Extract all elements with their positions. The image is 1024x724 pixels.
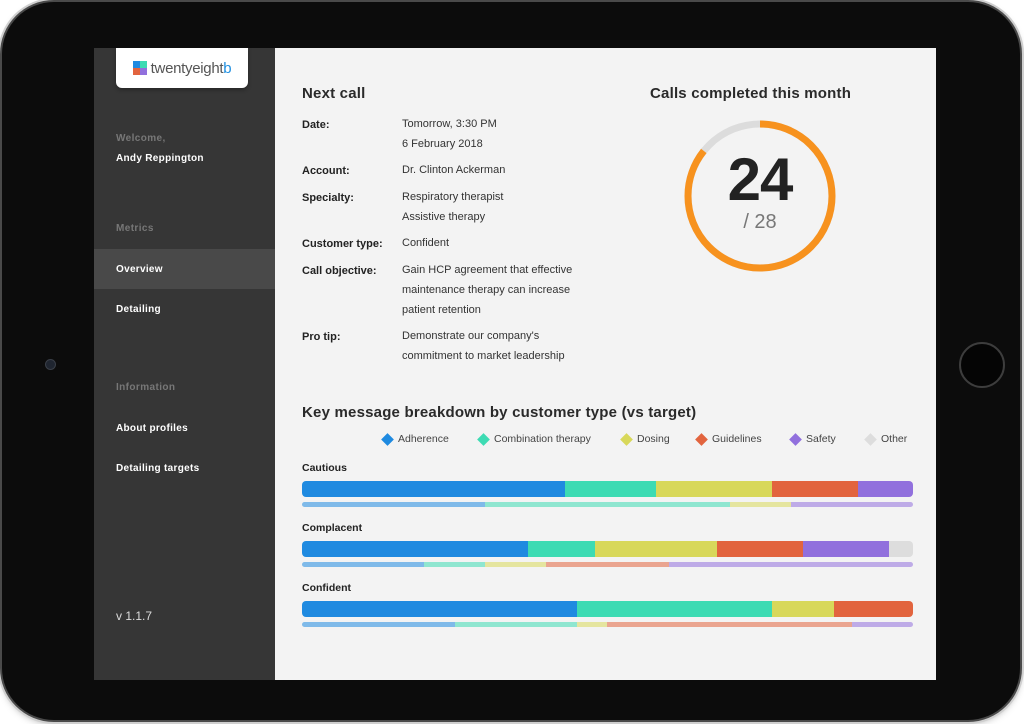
row-label-confident: Confident bbox=[302, 582, 351, 594]
welcome-label: Welcome, bbox=[116, 133, 166, 144]
segment-safety[interactable] bbox=[668, 562, 913, 567]
calls-total: / 28 bbox=[743, 211, 777, 233]
segment-safety[interactable] bbox=[790, 502, 913, 507]
legend-item-guidelines: Guidelines bbox=[695, 432, 762, 446]
metrics-heading: Metrics bbox=[116, 223, 154, 234]
segment-dosing[interactable] bbox=[656, 481, 773, 497]
legend-item-safety: Safety bbox=[789, 432, 836, 446]
gauge-progress bbox=[684, 120, 836, 272]
row-label-complacent: Complacent bbox=[302, 522, 363, 534]
segment-combination-therapy[interactable] bbox=[424, 562, 486, 567]
segment-guidelines[interactable] bbox=[607, 622, 852, 627]
legend-item-adherence: Adherence bbox=[381, 432, 449, 446]
specialty-label: Specialty: bbox=[302, 192, 354, 204]
main-content: Next call Date: Tomorrow, 3:30 PM 6 Febru… bbox=[275, 48, 936, 680]
app-version: v 1.1.7 bbox=[116, 609, 153, 623]
pro-tip-label: Pro tip: bbox=[302, 331, 341, 343]
user-name: Andy Reppington bbox=[116, 153, 204, 164]
segment-safety[interactable] bbox=[851, 622, 913, 627]
bar-complacent-target[interactable] bbox=[302, 562, 913, 567]
segment-dosing[interactable] bbox=[729, 502, 791, 507]
next-call-title: Next call bbox=[302, 85, 366, 102]
bar-complacent-actual[interactable] bbox=[302, 541, 913, 557]
segment-safety[interactable] bbox=[857, 481, 913, 497]
bar-confident-actual[interactable] bbox=[302, 601, 913, 617]
legend-item-dosing: Dosing bbox=[620, 432, 670, 446]
segment-guidelines[interactable] bbox=[546, 562, 669, 567]
adherence-swatch-icon bbox=[381, 432, 394, 446]
sidebar: twentyeightb Welcome, Andy Reppington Me… bbox=[94, 48, 275, 680]
call-objective-value: Gain HCP agreement that effective mainten… bbox=[402, 264, 573, 316]
segment-dosing[interactable] bbox=[576, 622, 608, 627]
legend-item-other: Other bbox=[864, 432, 907, 446]
home-button[interactable] bbox=[959, 342, 1005, 388]
segment-adherence[interactable] bbox=[302, 622, 455, 627]
combination-therapy-swatch-icon bbox=[477, 432, 490, 446]
customer-type-value: Confident bbox=[402, 237, 450, 249]
other-swatch-icon bbox=[864, 432, 877, 446]
call-objective-label: Call objective: bbox=[302, 265, 377, 277]
bar-cautious-actual[interactable] bbox=[302, 481, 913, 497]
dosing-swatch-icon bbox=[620, 432, 633, 446]
segment-guidelines[interactable] bbox=[833, 601, 913, 617]
segment-combination-therapy[interactable] bbox=[528, 541, 596, 557]
segment-adherence[interactable] bbox=[302, 601, 577, 617]
logo-text: twentyeightb bbox=[150, 59, 232, 77]
safety-swatch-icon bbox=[789, 432, 802, 446]
legend-item-combination-therapy: Combination therapy bbox=[477, 432, 591, 446]
calls-completed-title: Calls completed this month bbox=[650, 85, 852, 102]
sidebar-item-about-profiles[interactable]: About profiles bbox=[116, 422, 188, 434]
segment-adherence[interactable] bbox=[302, 562, 425, 567]
date-value: Tomorrow, 3:30 PM 6 February 2018 bbox=[402, 118, 497, 150]
segment-dosing[interactable] bbox=[485, 562, 547, 567]
segment-adherence[interactable] bbox=[302, 481, 565, 497]
sidebar-item-detailing[interactable]: Detailing bbox=[116, 303, 161, 315]
segment-dosing[interactable] bbox=[772, 601, 834, 617]
pro-tip-value: Demonstrate our company's commitment to m… bbox=[402, 330, 565, 362]
sidebar-item-overview[interactable]: Overview bbox=[94, 249, 275, 289]
camera-icon bbox=[45, 359, 56, 370]
sidebar-item-detailing-targets[interactable]: Detailing targets bbox=[116, 462, 200, 474]
segment-adherence[interactable] bbox=[302, 541, 529, 557]
segment-guidelines[interactable] bbox=[772, 481, 858, 497]
account-label: Account: bbox=[302, 165, 350, 177]
segment-guidelines[interactable] bbox=[717, 541, 803, 557]
row-label-cautious: Cautious bbox=[302, 462, 347, 474]
logo[interactable]: twentyeightb bbox=[116, 48, 248, 88]
segment-combination-therapy[interactable] bbox=[576, 601, 773, 617]
segment-combination-therapy[interactable] bbox=[485, 502, 730, 507]
segment-adherence[interactable] bbox=[302, 502, 486, 507]
breakdown-title: Key message breakdown by customer type (… bbox=[302, 404, 697, 421]
segment-safety[interactable] bbox=[802, 541, 889, 557]
segment-combination-therapy[interactable] bbox=[564, 481, 657, 497]
date-label: Date: bbox=[302, 119, 330, 131]
segment-other[interactable] bbox=[888, 541, 913, 557]
app-screen: twentyeightb Welcome, Andy Reppington Me… bbox=[94, 48, 936, 680]
calls-completed-count: 24 bbox=[727, 146, 794, 213]
account-value: Dr. Clinton Ackerman bbox=[402, 164, 506, 176]
customer-type-label: Customer type: bbox=[302, 238, 383, 250]
breakdown-legend: Adherence Combination therapy Dosing Gui… bbox=[381, 432, 923, 449]
calls-gauge: 24 / 28 bbox=[680, 116, 840, 276]
specialty-value: Respiratory therapist Assistive therapy bbox=[402, 191, 504, 223]
segment-combination-therapy[interactable] bbox=[454, 622, 577, 627]
logo-icon bbox=[132, 61, 147, 75]
information-heading: Information bbox=[116, 382, 176, 393]
bar-cautious-target[interactable] bbox=[302, 502, 913, 507]
guidelines-swatch-icon bbox=[695, 432, 708, 446]
segment-dosing[interactable] bbox=[595, 541, 718, 557]
bar-confident-target[interactable] bbox=[302, 622, 913, 627]
